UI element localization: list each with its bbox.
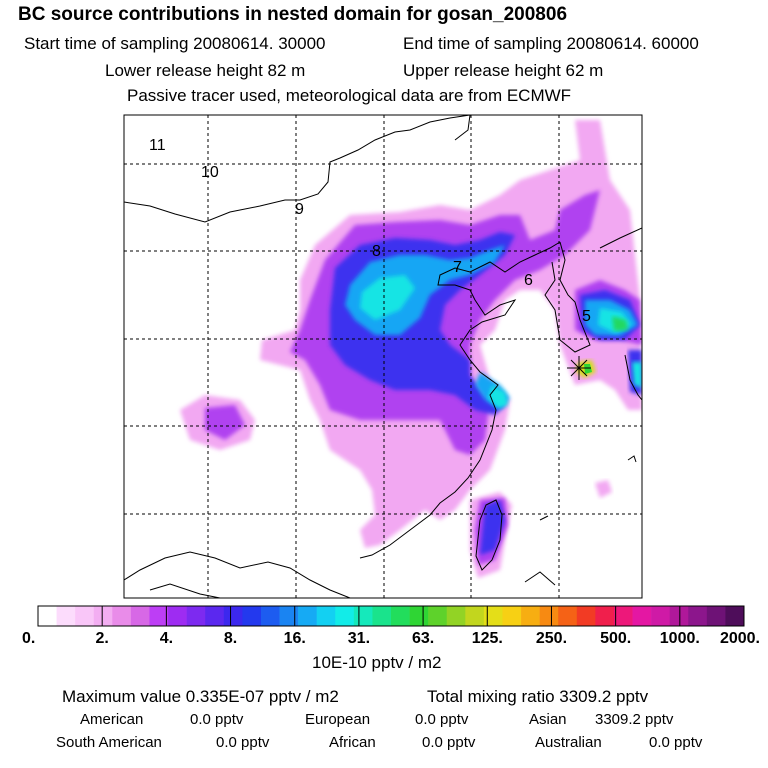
colorbar-swatch xyxy=(669,606,689,626)
colorbar-swatch xyxy=(298,606,317,626)
colorbar-swatch xyxy=(483,606,503,626)
colorbar-tick-label: 31. xyxy=(348,630,370,647)
colorbar-swatch xyxy=(205,606,225,626)
region-name-australian: Australian xyxy=(535,734,602,751)
region-name-european: European xyxy=(305,711,371,728)
colorbar-swatch xyxy=(446,606,466,626)
colorbar-swatch xyxy=(130,606,150,626)
grid-label-10: 10 xyxy=(201,164,219,181)
grid-label-11: 11 xyxy=(149,137,166,154)
colorbar-swatch xyxy=(632,606,652,626)
region-name-african: African xyxy=(329,734,376,751)
grid-label-9: 9 xyxy=(295,201,304,218)
colorbar-swatch xyxy=(725,606,745,626)
colorbar-swatch xyxy=(613,606,633,626)
map-frame xyxy=(123,114,643,599)
colorbar-swatch xyxy=(112,606,132,626)
colorbar-frame xyxy=(37,605,745,627)
colorbar-swatch xyxy=(706,606,726,626)
colorbar-swatch xyxy=(186,606,206,626)
colorbar-swatch xyxy=(56,606,76,626)
start-time-label: Start time of sampling 20080614. 30000 xyxy=(24,34,326,53)
colorbar-swatch xyxy=(372,606,392,626)
colorbar-units-label: 10E-10 pptv / m2 xyxy=(312,653,442,672)
colorbar-tick-label: 1000. xyxy=(660,630,700,647)
grid-label-5: 5 xyxy=(582,308,591,325)
colorbar-swatch xyxy=(576,606,596,626)
colorbar-swatch xyxy=(428,606,448,626)
star-marker xyxy=(567,356,591,380)
colorbar-tick-label: 16. xyxy=(284,630,306,647)
colorbar-swatch xyxy=(465,606,485,626)
colorbar-tick-label: 2000. xyxy=(720,630,760,647)
colorbar-tick-labels: 0. 2. 4. 8. 16. 31. 63. 125. 250. 500. 1000. 2000. xyxy=(22,630,760,647)
region-name-asian: Asian xyxy=(529,711,567,728)
region-value-australian: 0.0 pptv xyxy=(649,734,703,751)
region-value-asian: 3309.2 pptv xyxy=(595,711,674,728)
colorbar-swatch xyxy=(335,606,355,626)
colorbar-swatch xyxy=(409,606,429,626)
colorbar-tick-label: 0. xyxy=(22,630,35,647)
colorbar-swatch xyxy=(75,606,95,626)
graticule xyxy=(124,115,642,598)
colorbar-swatch xyxy=(260,606,280,626)
region-name-south-american: South American xyxy=(56,734,162,751)
grid-label-6: 6 xyxy=(524,272,533,289)
concentration-field xyxy=(180,120,642,578)
region-value-african: 0.0 pptv xyxy=(422,734,476,751)
lower-release-height-label: Lower release height 82 m xyxy=(105,61,306,80)
colorbar-swatch xyxy=(316,606,336,626)
region-value-european: 0.0 pptv xyxy=(415,711,469,728)
colorbar-swatch xyxy=(521,606,540,626)
colorbar-swatch xyxy=(168,606,187,626)
grid-label-8: 8 xyxy=(372,243,381,260)
colorbar-swatch xyxy=(93,606,113,626)
data-source-note: Passive tracer used, meteorological data… xyxy=(127,86,572,105)
coastlines xyxy=(124,115,642,598)
region-value-south-american: 0.0 pptv xyxy=(216,734,270,751)
plot-title: BC source contributions in nested domain… xyxy=(18,4,568,25)
colorbar-swatch xyxy=(558,606,578,626)
colorbar-swatch xyxy=(353,606,373,626)
map-plot-area: 11 10 9 8 7 6 5 xyxy=(124,115,642,598)
colorbar-swatch xyxy=(279,606,299,626)
colorbar-swatch xyxy=(38,606,57,626)
colorbar-tick-label: 63. xyxy=(412,630,434,647)
grid-label-7: 7 xyxy=(453,259,462,276)
region-name-american: American xyxy=(80,711,144,728)
colorbar-tick-label: 250. xyxy=(536,630,567,647)
end-time-label: End time of sampling 20080614. 60000 xyxy=(403,34,699,53)
colorbar-swatch xyxy=(502,606,522,626)
colorbar-swatch xyxy=(242,606,262,626)
colorbar-tick-label: 2. xyxy=(96,630,109,647)
colorbar-tick-label: 4. xyxy=(160,630,173,647)
colorbar-swatch xyxy=(688,606,708,626)
colorbar-swatch xyxy=(391,606,410,626)
maximum-value-label: Maximum value 0.335E-07 pptv / m2 xyxy=(62,687,339,706)
grid-labels: 11 10 9 8 7 6 5 xyxy=(149,137,591,325)
colorbar xyxy=(37,605,745,627)
colorbar-swatch xyxy=(595,606,615,626)
colorbar-swatch xyxy=(651,606,670,626)
upper-release-height-label: Upper release height 62 m xyxy=(403,61,604,80)
colorbar-tick-label: 125. xyxy=(472,630,503,647)
colorbar-swatch xyxy=(539,606,559,626)
region-value-american: 0.0 pptv xyxy=(190,711,244,728)
colorbar-tick-label: 500. xyxy=(600,630,631,647)
colorbar-swatch xyxy=(223,606,243,626)
colorbar-swatch xyxy=(149,606,169,626)
colorbar-tick-label: 8. xyxy=(224,630,237,647)
total-mixing-ratio-label: Total mixing ratio 3309.2 pptv xyxy=(427,687,649,706)
